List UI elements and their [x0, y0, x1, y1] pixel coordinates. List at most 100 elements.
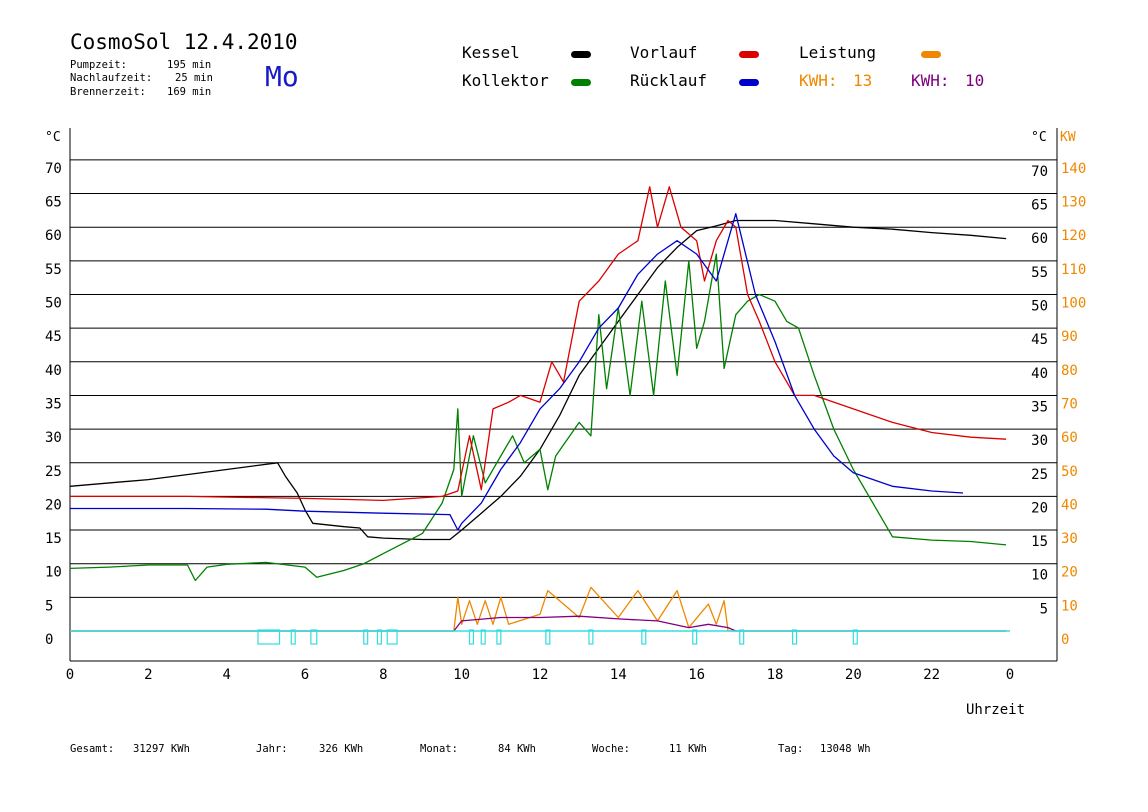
y-tick-right-45: 45 [1031, 332, 1048, 348]
pump-marker-1 [290, 629, 296, 645]
y-tick-kw-110: 110 [1061, 262, 1086, 278]
y-tick-right-20: 20 [1031, 500, 1048, 516]
chart-ticks: 0510152025303540455055606570510152025303… [45, 161, 1086, 683]
y-tick-right-55: 55 [1031, 265, 1048, 281]
footer-monat-label: Monat: [420, 743, 458, 755]
legend-leistung-swatch [921, 51, 941, 58]
y-tick-left-5: 5 [45, 598, 53, 614]
page-title: CosmoSol 12.4.2010 [70, 30, 298, 54]
footer-gesamt-value: 31297 KWh [133, 743, 190, 755]
y-axis-unit-kw: KW [1060, 130, 1076, 145]
pumpzeit-value: 195 min [167, 59, 212, 71]
y-tick-kw-70: 70 [1061, 396, 1078, 412]
nachlaufzeit-label: Nachlaufzeit: [70, 72, 153, 84]
y-tick-kw-140: 140 [1061, 161, 1086, 177]
kwh-purple-value: 10 [965, 71, 985, 90]
y-axis-unit-left: °C [45, 130, 61, 145]
x-tick-5: 10 [453, 667, 470, 683]
pump-marker-15 [852, 629, 858, 645]
legend-vorlauf-label: Vorlauf [630, 43, 698, 62]
y-tick-left-25: 25 [45, 464, 62, 480]
series-vorlauf [70, 186, 1007, 502]
pump-marker-12 [692, 629, 698, 645]
brennerzeit-label: Brennerzeit: [70, 86, 146, 98]
series-leistung [70, 586, 1007, 632]
chart-series [69, 186, 1007, 632]
y-tick-left-45: 45 [45, 329, 62, 345]
kwh-orange-value: 13 [853, 71, 873, 90]
y-tick-left-35: 35 [45, 396, 62, 412]
y-tick-right-60: 60 [1031, 231, 1048, 247]
weekday-label: Mo [265, 60, 299, 93]
y-tick-kw-50: 50 [1061, 464, 1078, 480]
legend-kessel-label: Kessel [462, 43, 520, 62]
y-axis-unit-right: °C [1031, 130, 1047, 145]
y-tick-right-40: 40 [1031, 366, 1048, 382]
y-tick-right-50: 50 [1031, 299, 1048, 315]
y-tick-right-15: 15 [1031, 534, 1048, 550]
y-tick-kw-80: 80 [1061, 363, 1078, 379]
y-tick-left-55: 55 [45, 262, 62, 278]
footer-jahr-value: 326 KWh [319, 743, 364, 755]
footer-gesamt-label: Gesamt: [70, 743, 115, 755]
y-tick-right-30: 30 [1031, 433, 1048, 449]
kwh-orange-label: KWH: [799, 71, 838, 90]
y-tick-left-10: 10 [45, 565, 62, 581]
y-tick-kw-20: 20 [1061, 565, 1078, 581]
y-tick-kw-10: 10 [1061, 598, 1078, 614]
brennerzeit-value: 169 min [167, 86, 212, 98]
x-tick-11: 22 [923, 667, 940, 683]
y-tick-left-65: 65 [45, 195, 62, 211]
legend-kessel-swatch [571, 51, 591, 58]
footer-woche-value: 11 KWh [669, 743, 707, 755]
y-tick-right-70: 70 [1031, 164, 1048, 180]
kwh-purple-label: KWH: [911, 71, 950, 90]
x-tick-10: 20 [845, 667, 862, 683]
y-tick-right-35: 35 [1031, 399, 1048, 415]
pump-marker-10 [588, 629, 594, 645]
x-tick-7: 14 [610, 667, 627, 683]
footer-jahr-label: Jahr: [256, 743, 288, 755]
x-tick-9: 18 [767, 667, 784, 683]
x-tick-8: 16 [688, 667, 705, 683]
pump-marker-0 [257, 629, 281, 645]
pump-marker-2 [310, 629, 318, 645]
pump-marker-6 [468, 629, 475, 645]
footer-monat-value: 84 KWh [498, 743, 536, 755]
legend-leistung-label: Leistung [799, 43, 877, 62]
y-tick-right-25: 25 [1031, 467, 1048, 483]
pump-marker-11 [641, 629, 647, 645]
y-tick-kw-0: 0 [1061, 632, 1069, 648]
pump-marker-3 [363, 629, 369, 645]
x-tick-1: 2 [144, 667, 152, 683]
pump-marker-9 [545, 629, 551, 645]
y-tick-right-5: 5 [1040, 601, 1048, 617]
y-tick-left-20: 20 [45, 497, 62, 513]
pumpzeit-label: Pumpzeit: [70, 59, 127, 71]
y-tick-kw-130: 130 [1061, 195, 1086, 211]
x-tick-0: 0 [66, 667, 74, 683]
pump-marker-4 [376, 629, 382, 645]
legend-vorlauf-swatch [739, 51, 759, 58]
y-tick-left-60: 60 [45, 228, 62, 244]
x-tick-4: 8 [379, 667, 387, 683]
y-tick-kw-40: 40 [1061, 497, 1078, 513]
y-tick-kw-60: 60 [1061, 430, 1078, 446]
y-tick-left-50: 50 [45, 296, 62, 312]
temperature-chart: 0510152025303540455055606570510152025303… [45, 128, 1086, 718]
y-tick-kw-100: 100 [1061, 296, 1086, 312]
y-tick-left-40: 40 [45, 363, 62, 379]
x-tick-3: 6 [301, 667, 309, 683]
y-tick-kw-90: 90 [1061, 329, 1078, 345]
pump-marker-7 [480, 629, 486, 645]
pump-marker-8 [496, 629, 502, 645]
y-tick-right-65: 65 [1031, 198, 1048, 214]
legend-ruecklauf-label: Rücklauf [630, 71, 708, 90]
nachlaufzeit-value: 25 min [175, 72, 213, 84]
legend-kollektor-swatch [571, 79, 591, 86]
legend-kollektor-label: Kollektor [462, 71, 549, 90]
pump-markers [70, 629, 1010, 645]
series-kollektor [69, 253, 1007, 582]
footer-tag-value: 13048 Wh [820, 743, 871, 755]
pump-marker-14 [792, 629, 798, 645]
